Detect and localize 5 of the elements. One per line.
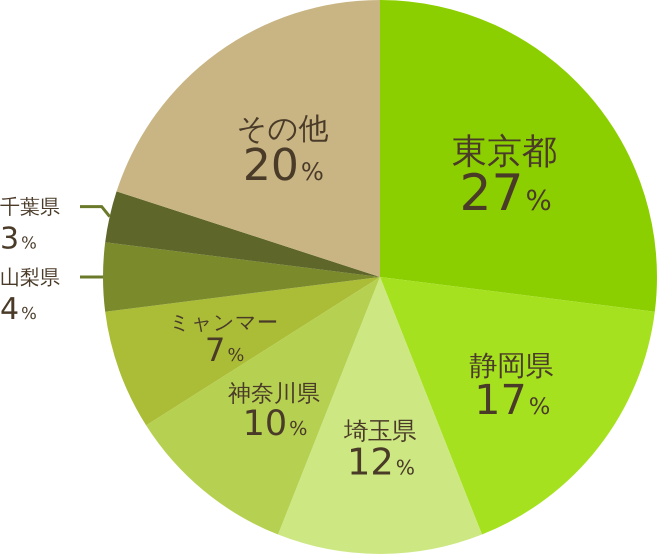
slice-label: 山梨県 [0,265,60,289]
data-label: 4% [0,292,37,327]
slice-label: 千葉県 [0,194,60,219]
slice-label: 埼玉県 [343,416,416,446]
data-label: 3% [0,222,37,257]
